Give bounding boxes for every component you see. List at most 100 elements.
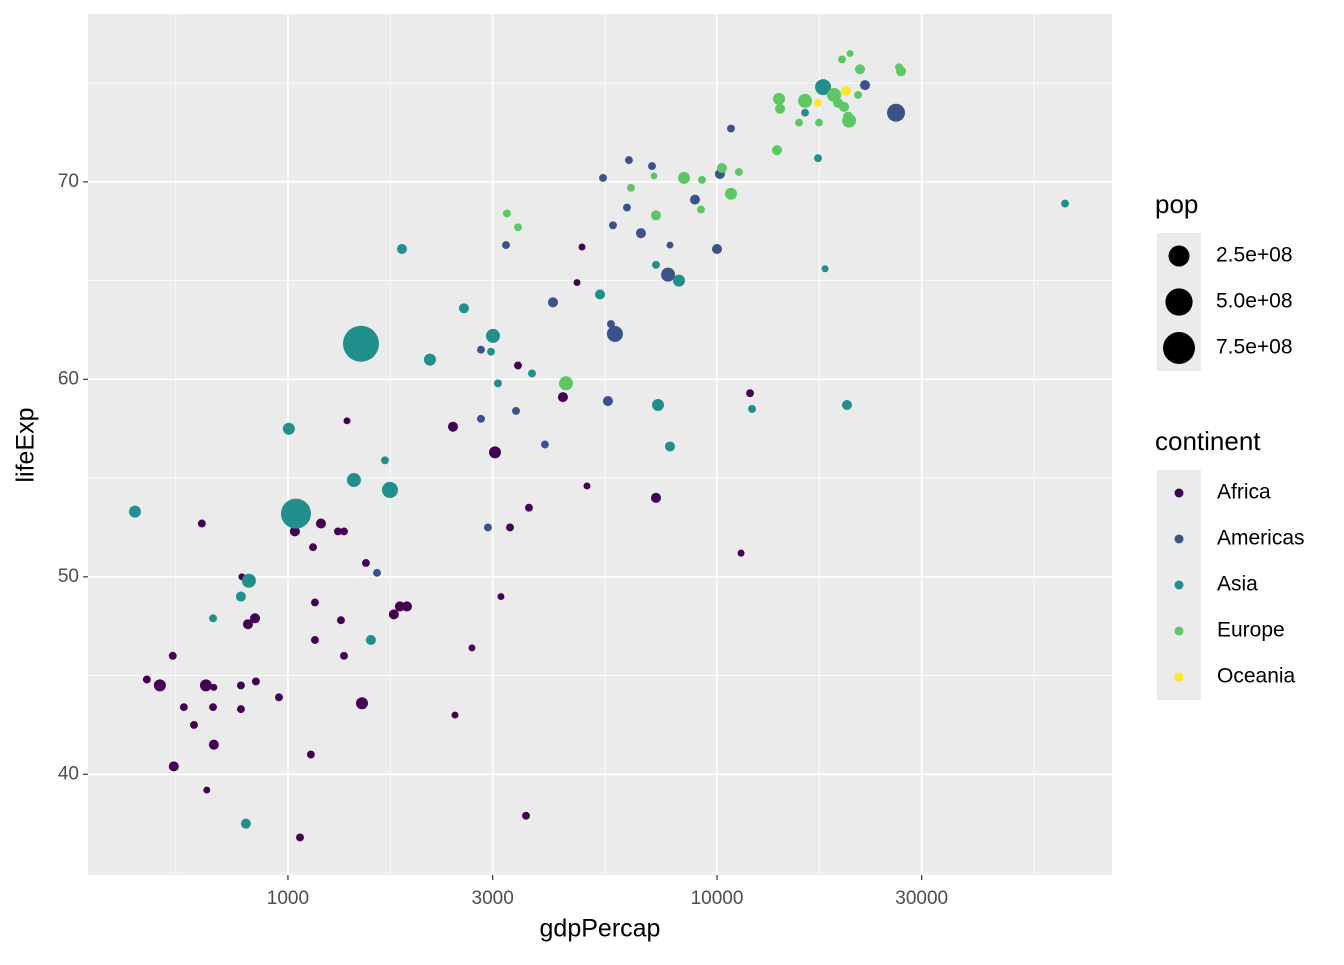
data-point <box>651 399 664 412</box>
data-point <box>635 228 646 239</box>
data-point <box>573 279 581 287</box>
data-point <box>236 681 245 690</box>
x-tick-label: 30000 <box>895 888 948 909</box>
size-legend-label: 7.5e+08 <box>1216 336 1293 359</box>
data-point <box>423 353 436 366</box>
data-point <box>528 369 536 378</box>
data-point <box>724 187 737 200</box>
color-legend-key <box>1174 626 1184 636</box>
data-point <box>606 320 615 328</box>
data-point <box>514 223 522 232</box>
data-point <box>289 526 300 537</box>
data-point <box>650 172 658 180</box>
plot-panel <box>88 14 1112 875</box>
color-legend-key <box>1174 488 1184 498</box>
y-tick-label: 40 <box>58 763 79 784</box>
data-point <box>208 739 219 750</box>
data-point <box>242 619 253 630</box>
data-point <box>128 505 141 518</box>
data-point <box>854 91 863 99</box>
data-point <box>373 568 381 577</box>
data-point <box>814 154 822 163</box>
size-legend-label: 2.5e+08 <box>1216 244 1293 267</box>
data-point <box>296 833 304 842</box>
data-point <box>814 98 822 107</box>
data-point <box>557 392 568 403</box>
data-point <box>249 613 261 624</box>
data-point <box>514 361 522 370</box>
data-point <box>798 93 813 108</box>
data-point <box>168 761 179 772</box>
data-point <box>251 677 260 686</box>
data-point <box>859 80 871 91</box>
data-point <box>672 274 685 287</box>
data-point <box>716 163 727 174</box>
data-point <box>815 79 832 96</box>
data-point <box>179 703 188 712</box>
data-point <box>1061 199 1069 208</box>
data-point <box>451 711 459 719</box>
x-tick-label: 1000 <box>267 888 309 909</box>
data-point <box>838 101 850 112</box>
x-axis-title: gdpPercap <box>540 915 661 943</box>
data-point <box>236 705 245 714</box>
data-point <box>583 482 591 490</box>
data-point <box>558 376 573 391</box>
size-legend-key <box>1168 245 1190 267</box>
data-point <box>748 405 756 413</box>
y-tick-label: 50 <box>58 566 79 587</box>
data-point <box>664 441 675 452</box>
legend: pop continent 2.5e+08 5.0e+08 7.5e+08 Afric… <box>1155 189 1305 700</box>
y-axis-title: lifeExp <box>12 407 40 482</box>
y-tick-label: 60 <box>58 368 79 389</box>
data-point <box>846 50 854 57</box>
data-point <box>801 108 809 117</box>
x-tick-label: 10000 <box>691 888 744 909</box>
data-point <box>468 644 476 652</box>
data-point <box>355 697 368 710</box>
data-point <box>210 683 218 691</box>
data-point <box>623 203 631 212</box>
data-point <box>282 422 295 435</box>
data-point <box>346 473 361 488</box>
data-point <box>602 396 613 407</box>
data-point <box>698 175 706 184</box>
data-point <box>241 573 256 588</box>
data-point <box>310 636 319 644</box>
data-point <box>310 598 319 607</box>
data-point <box>334 527 342 536</box>
data-point <box>652 260 660 269</box>
data-point <box>497 593 505 601</box>
data-point <box>578 243 586 251</box>
data-point <box>697 205 705 214</box>
color-legend-label: Africa <box>1217 481 1271 504</box>
color-legend-key <box>1174 580 1184 590</box>
data-point <box>340 527 348 536</box>
data-point <box>711 243 723 255</box>
data-point <box>203 786 211 794</box>
data-point <box>362 559 370 567</box>
data-point <box>142 675 151 684</box>
data-point <box>840 86 851 97</box>
data-point <box>609 221 617 230</box>
data-point <box>336 616 345 625</box>
color-legend-title: continent <box>1155 426 1261 456</box>
data-point <box>396 243 407 255</box>
data-point <box>494 379 502 388</box>
data-point <box>235 591 246 602</box>
data-point <box>727 124 735 133</box>
data-point <box>342 325 379 362</box>
data-point <box>689 194 700 205</box>
data-point <box>190 720 198 729</box>
data-point <box>240 818 251 829</box>
size-legend-label: 5.0e+08 <box>1216 290 1293 313</box>
data-point <box>841 399 852 411</box>
data-point <box>842 113 857 128</box>
data-point <box>197 519 206 528</box>
data-point <box>209 614 217 623</box>
data-point <box>540 440 549 449</box>
color-legend-key <box>1174 672 1184 682</box>
data-point <box>737 549 745 557</box>
data-point <box>626 183 635 192</box>
data-point <box>487 347 495 356</box>
